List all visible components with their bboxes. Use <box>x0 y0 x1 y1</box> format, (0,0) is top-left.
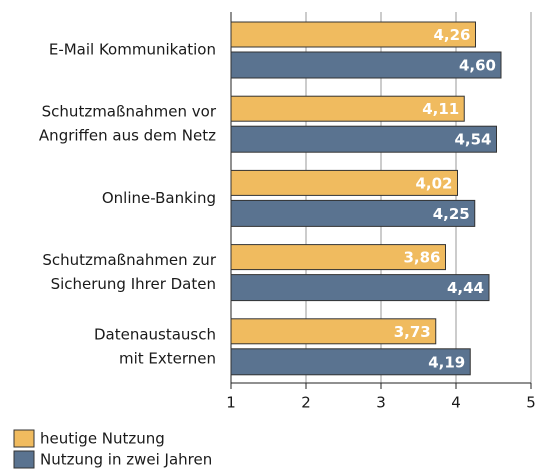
category-label: E-Mail Kommunikation <box>49 41 216 59</box>
category-label: mit Externen <box>119 349 216 367</box>
legend-swatch <box>13 450 35 469</box>
legend-swatch <box>13 429 35 448</box>
bar <box>230 169 458 196</box>
category-label: Angriffen aus dem Netz <box>39 127 216 145</box>
bar <box>230 199 476 227</box>
category-label: Sicherung Ihrer Daten <box>51 275 216 293</box>
x-tick-label: 4 <box>451 394 461 412</box>
bar <box>230 244 446 271</box>
legend-label: Nutzung in zwei Jahren <box>40 451 212 469</box>
value-label: 4,25 <box>433 205 470 223</box>
value-label: 4,60 <box>459 57 496 75</box>
category-label: Online-Banking <box>102 189 216 207</box>
value-label: 4,54 <box>454 131 491 149</box>
bar <box>230 318 437 345</box>
legend-label: heutige Nutzung <box>40 430 165 448</box>
bar <box>230 21 476 48</box>
value-label: 4,02 <box>415 174 452 192</box>
bar <box>230 95 465 122</box>
x-tick-label: 2 <box>301 394 311 412</box>
category-label: Datenaustausch <box>94 325 216 343</box>
value-label: 4,26 <box>433 26 470 44</box>
value-label: 4,19 <box>428 353 465 371</box>
value-label: 3,73 <box>394 323 431 341</box>
category-label: Schutzmaßnahmen zur <box>42 251 216 269</box>
bar <box>230 348 471 376</box>
category-label: Schutzmaßnahmen vor <box>42 103 217 121</box>
x-tick-label: 5 <box>526 394 535 412</box>
value-label: 4,44 <box>447 279 484 297</box>
bar <box>230 51 502 79</box>
x-tick-label: 3 <box>376 394 386 412</box>
value-label: 3,86 <box>403 249 440 267</box>
bar <box>230 125 497 153</box>
x-tick-label: 1 <box>226 394 236 412</box>
bar <box>230 274 490 302</box>
value-label: 4,11 <box>422 100 459 118</box>
